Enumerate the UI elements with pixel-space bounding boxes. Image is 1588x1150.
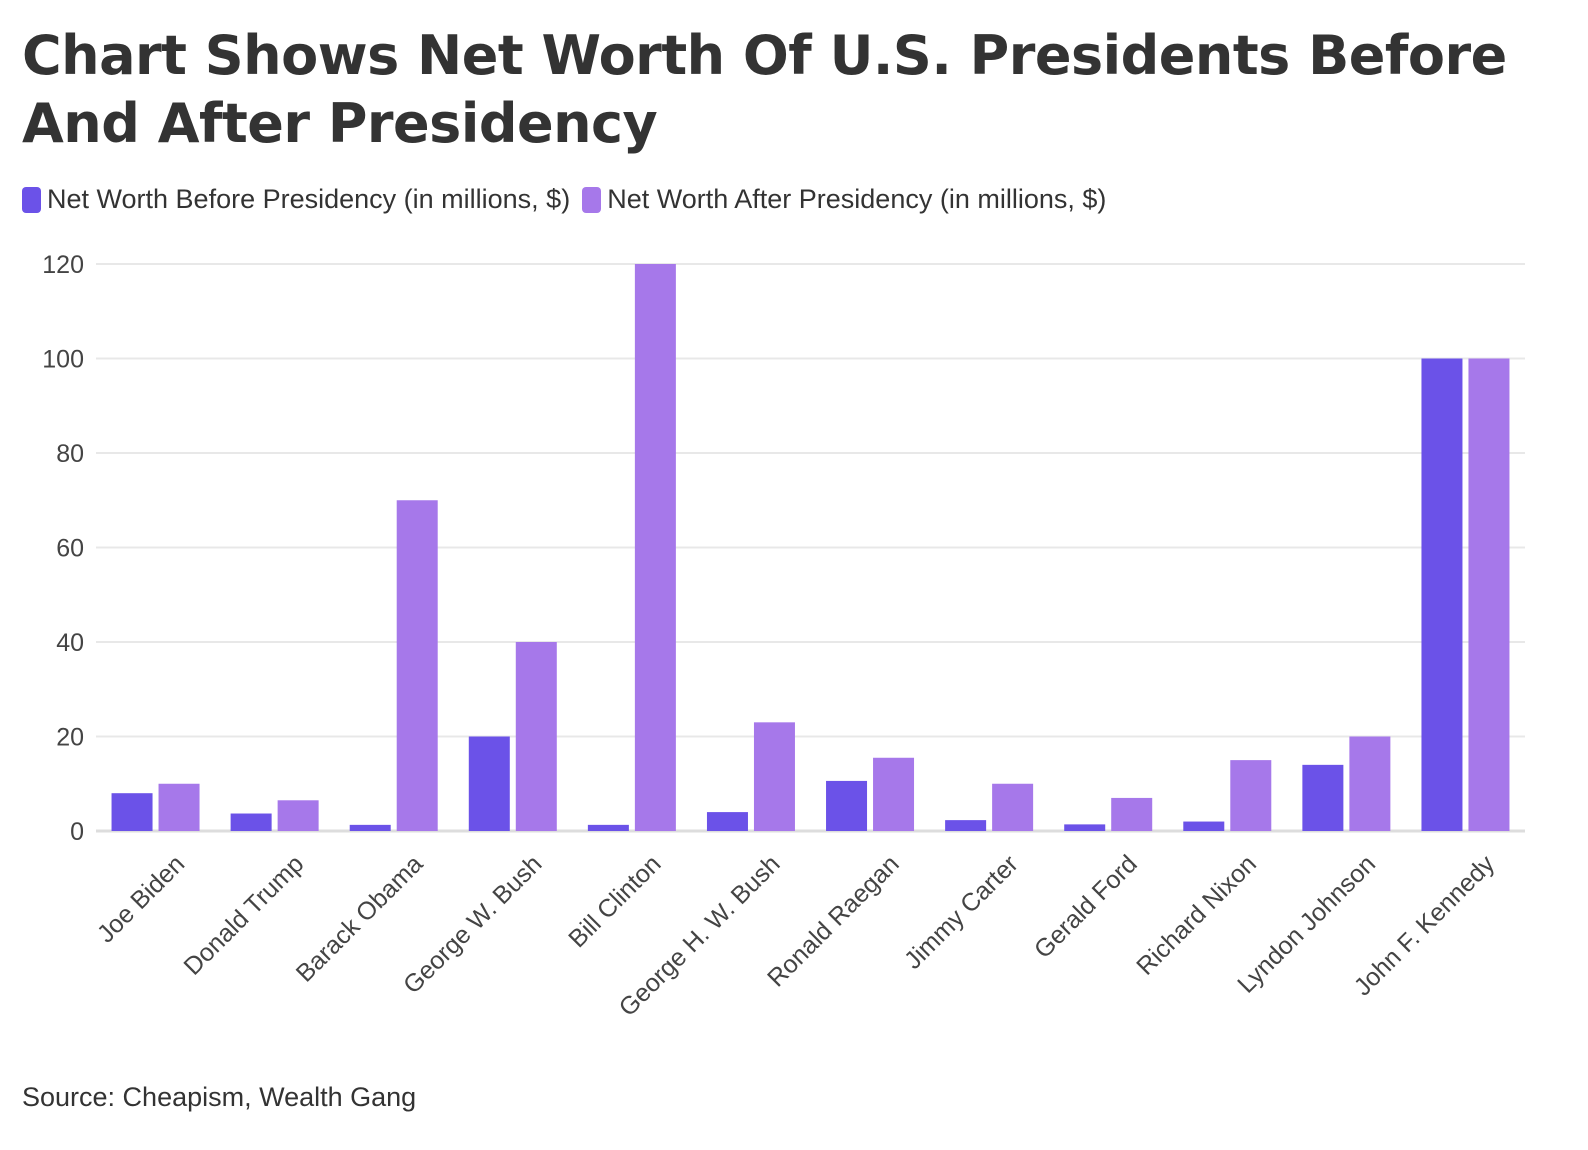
bar-before[interactable] [349,824,391,831]
source-note: Source: Cheapism, Wealth Gang [22,1082,417,1112]
bar-before[interactable] [1421,358,1463,832]
bar-before[interactable] [230,813,272,831]
y-tick-label: 100 [42,346,84,374]
bar-before[interactable] [945,820,987,831]
bar-before[interactable] [468,736,510,832]
y-tick-label: 20 [56,724,84,752]
legend-item-after[interactable]: Net Worth After Presidency (in millions,… [582,184,1106,215]
bar-after[interactable] [1468,358,1510,832]
bar-after[interactable] [634,264,676,831]
bar-before[interactable] [826,780,868,831]
x-tick-label: Joe Biden [92,850,190,948]
x-tick-label: Bill Clinton [563,850,666,953]
bar-before[interactable] [1064,824,1106,831]
bar-after[interactable] [1230,760,1272,831]
bar-after[interactable] [873,757,915,831]
x-tick-label: Donald Trump [178,850,309,981]
legend-item-before[interactable]: Net Worth Before Presidency (in millions… [22,184,570,215]
bar-before[interactable] [1302,764,1344,831]
bar-after[interactable] [396,500,438,831]
x-tick-label: Gerald Ford [1029,850,1143,964]
bar-after[interactable] [1349,736,1391,832]
chart-title: Chart Shows Net Worth Of U.S. Presidents… [22,24,1507,155]
legend-label-before: Net Worth Before Presidency (in millions… [47,184,571,214]
grid-layer [96,263,1525,833]
bar-after[interactable] [515,642,557,831]
y-tick-label: 120 [42,251,84,279]
y-tick-label: 60 [56,535,84,563]
bar-before[interactable] [111,793,153,831]
bar-before[interactable] [706,812,748,831]
bar-after[interactable] [992,783,1034,831]
bar-before[interactable] [1183,821,1225,831]
legend-swatch-after [582,186,602,213]
bar-after[interactable] [753,722,795,831]
bars-layer [111,264,1510,832]
y-tick-label: 80 [56,440,84,468]
legend-swatch-before [22,186,41,213]
y-tick-label: 40 [56,629,84,657]
x-tick-label: Jimmy Carter [899,850,1024,975]
legend-label-after: Net Worth After Presidency (in millions,… [607,184,1107,214]
bar-after[interactable] [158,783,200,831]
bar-before[interactable] [587,824,629,831]
x-tick-label: Barack Obama [291,850,429,988]
bar-after[interactable] [1111,797,1153,831]
bar-after[interactable] [277,800,319,831]
y-tick-label: 0 [70,818,84,846]
x-tick-label: Richard Nixon [1131,850,1262,981]
legend: Net Worth Before Presidency (in millions… [22,184,1118,215]
